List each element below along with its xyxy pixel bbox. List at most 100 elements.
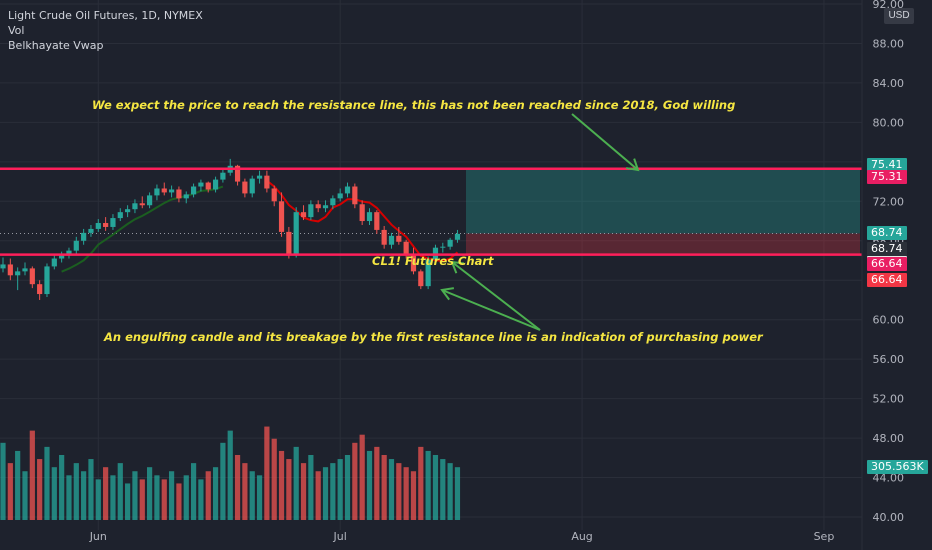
candle-body bbox=[330, 198, 336, 206]
volume-bar bbox=[37, 459, 43, 520]
volume-bar bbox=[103, 467, 109, 520]
candle-body bbox=[425, 259, 431, 287]
candle-body bbox=[410, 255, 417, 272]
volume-bar bbox=[29, 430, 35, 520]
candle-body bbox=[249, 178, 255, 194]
candle-body bbox=[147, 195, 153, 206]
volume-bar bbox=[81, 471, 87, 520]
price-badge: 68.74 bbox=[867, 242, 907, 257]
volume-bar bbox=[337, 459, 343, 520]
candle-body bbox=[22, 268, 28, 272]
volume-series bbox=[0, 426, 461, 520]
annotation-arrows[interactable] bbox=[440, 113, 640, 331]
volume-bar bbox=[132, 471, 138, 520]
volume-bar bbox=[454, 467, 461, 520]
volume-indicator-label[interactable]: Vol bbox=[8, 24, 25, 37]
candle-body bbox=[220, 172, 226, 180]
volume-bar bbox=[330, 463, 336, 520]
volume-bar bbox=[176, 483, 182, 520]
candle-body bbox=[0, 264, 6, 269]
price-tick-label: 80.00 bbox=[873, 116, 905, 129]
candle-body bbox=[322, 205, 329, 209]
annotation-bottom[interactable]: An engulfing candle and its breakage by … bbox=[104, 330, 763, 344]
candle-body bbox=[418, 271, 424, 287]
candle-body bbox=[234, 165, 241, 182]
candle-body bbox=[315, 204, 321, 209]
price-tick-label: 88.00 bbox=[873, 37, 905, 50]
volume-bar bbox=[403, 467, 409, 520]
volume-bar bbox=[256, 475, 263, 520]
candle-body bbox=[154, 188, 160, 196]
volume-bar bbox=[278, 450, 285, 520]
volume-bar bbox=[212, 467, 219, 520]
volume-bar bbox=[286, 459, 292, 520]
target-zone bbox=[466, 167, 860, 234]
candle-body bbox=[44, 266, 50, 295]
price-tick-label: 40.00 bbox=[873, 511, 905, 524]
currency-button[interactable]: USD bbox=[884, 8, 914, 24]
volume-bar bbox=[352, 442, 358, 520]
resistance-lines[interactable] bbox=[0, 167, 862, 256]
candle-body bbox=[103, 223, 109, 227]
candle-body bbox=[81, 232, 87, 241]
candle-body bbox=[256, 175, 263, 179]
candle-body bbox=[66, 250, 72, 256]
volume-bar bbox=[388, 459, 395, 520]
volume-bar bbox=[183, 475, 189, 520]
vwap-indicator-label[interactable]: Belkhayate Vwap bbox=[8, 39, 104, 52]
volume-bar bbox=[73, 463, 79, 520]
volume-bar bbox=[88, 459, 94, 520]
candle-body bbox=[308, 204, 314, 218]
arrow-head bbox=[625, 158, 640, 172]
price-badge: 66.64 bbox=[867, 273, 907, 288]
volume-bar bbox=[66, 475, 72, 520]
volume-bar bbox=[0, 442, 6, 520]
price-tick-label: 48.00 bbox=[873, 432, 905, 445]
stop-zone bbox=[466, 233, 860, 255]
volume-bar bbox=[59, 455, 65, 520]
candlestick-series bbox=[0, 158, 461, 300]
position-tool[interactable] bbox=[0, 167, 860, 255]
grid-lines bbox=[0, 0, 862, 530]
candle-body bbox=[132, 203, 138, 210]
annotation-arrow bbox=[451, 261, 541, 331]
price-badge: 75.31 bbox=[867, 169, 907, 184]
volume-bar bbox=[271, 438, 277, 520]
volume-bar bbox=[95, 479, 101, 520]
volume-bar bbox=[300, 463, 307, 520]
annotation-top[interactable]: We expect the price to reach the resista… bbox=[92, 98, 736, 112]
candle-body bbox=[388, 235, 395, 245]
volume-bar bbox=[447, 463, 453, 520]
volume-bar bbox=[205, 471, 211, 520]
volume-bar bbox=[125, 483, 131, 520]
candle-body bbox=[117, 212, 123, 219]
candle-body bbox=[440, 246, 446, 248]
price-badge: 75.41 bbox=[867, 157, 907, 172]
candle-body bbox=[366, 212, 373, 222]
arrow-head bbox=[440, 287, 455, 301]
annotation-middle[interactable]: CL1! Futures Chart bbox=[372, 254, 494, 268]
price-tick-label: 72.00 bbox=[873, 195, 905, 208]
candle-body bbox=[271, 188, 277, 202]
candle-body bbox=[176, 189, 182, 199]
volume-bar bbox=[374, 446, 380, 520]
candle-body bbox=[337, 193, 343, 199]
candle-body bbox=[168, 189, 175, 193]
candle-body bbox=[403, 241, 409, 256]
candle-body bbox=[396, 235, 402, 242]
volume-bar bbox=[110, 475, 116, 520]
volume-bar bbox=[190, 463, 197, 520]
time-axis[interactable]: JunJulAugSepOctNov bbox=[89, 530, 932, 543]
volume-bar bbox=[359, 434, 365, 520]
volume-bar bbox=[198, 479, 204, 520]
volume-bar bbox=[396, 463, 402, 520]
candle-body bbox=[381, 229, 387, 245]
candle-body bbox=[374, 212, 380, 230]
candle-body bbox=[242, 181, 248, 194]
volume-bar bbox=[315, 471, 321, 520]
symbol-title[interactable]: Light Crude Oil Futures, 1D, NYMEX bbox=[8, 9, 203, 22]
volume-bar bbox=[234, 455, 241, 520]
time-tick-label: Sep bbox=[814, 530, 835, 543]
volume-bar bbox=[220, 442, 226, 520]
